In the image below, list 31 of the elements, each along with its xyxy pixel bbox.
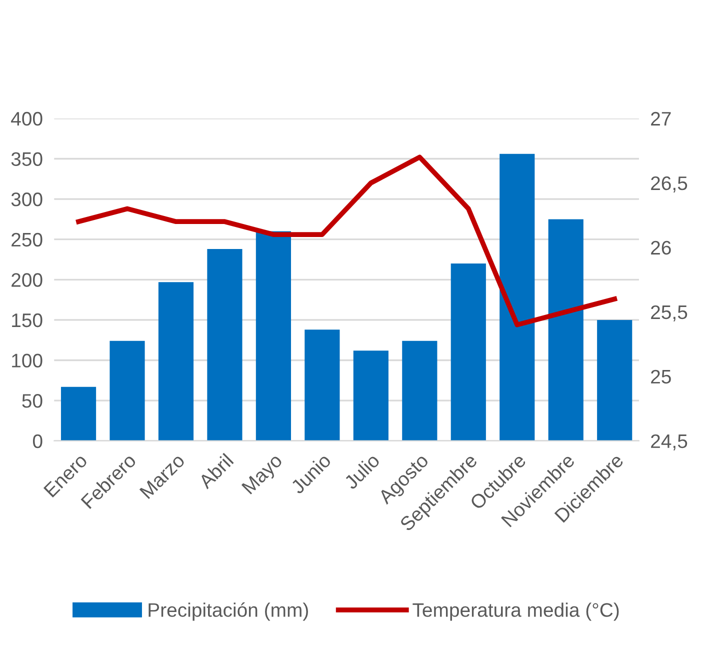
bar [548, 219, 584, 441]
bar [402, 340, 438, 441]
bar [304, 330, 340, 441]
bar [353, 350, 388, 441]
y-tick-label: 400 [11, 112, 42, 126]
bar [450, 264, 486, 441]
line-series [76, 154, 618, 328]
bar [60, 386, 96, 441]
x-tick-label: Julio [342, 452, 380, 490]
legend-label: Temperatura media (°C) [412, 602, 619, 621]
legend-label: Precipitación (mm) [148, 602, 308, 621]
y-tick-label: 50 [22, 394, 42, 408]
y-tick-label: 100 [12, 354, 42, 368]
bar [256, 231, 291, 441]
y2-tick-label: 26,5 [651, 176, 688, 192]
bar [500, 154, 535, 441]
y-tick-label: 150 [12, 313, 42, 328]
y-tick-label: 0 [32, 434, 42, 448]
y2-tick-label: 27 [651, 112, 671, 126]
y-tick-label: 200 [12, 273, 42, 287]
y2-tick-label: 25,5 [651, 305, 688, 322]
y2-tick-label: 26 [651, 240, 671, 255]
y-tick-label: 350 [11, 152, 42, 166]
bar [110, 340, 145, 441]
y2-tick-label: 25 [651, 370, 671, 384]
y2-tick-label: 24,5 [651, 434, 688, 450]
y-tick-label: 250 [12, 232, 42, 247]
y-tick-label: 300 [11, 192, 42, 206]
bar [158, 282, 194, 441]
bar [597, 320, 632, 441]
bar [207, 249, 242, 441]
